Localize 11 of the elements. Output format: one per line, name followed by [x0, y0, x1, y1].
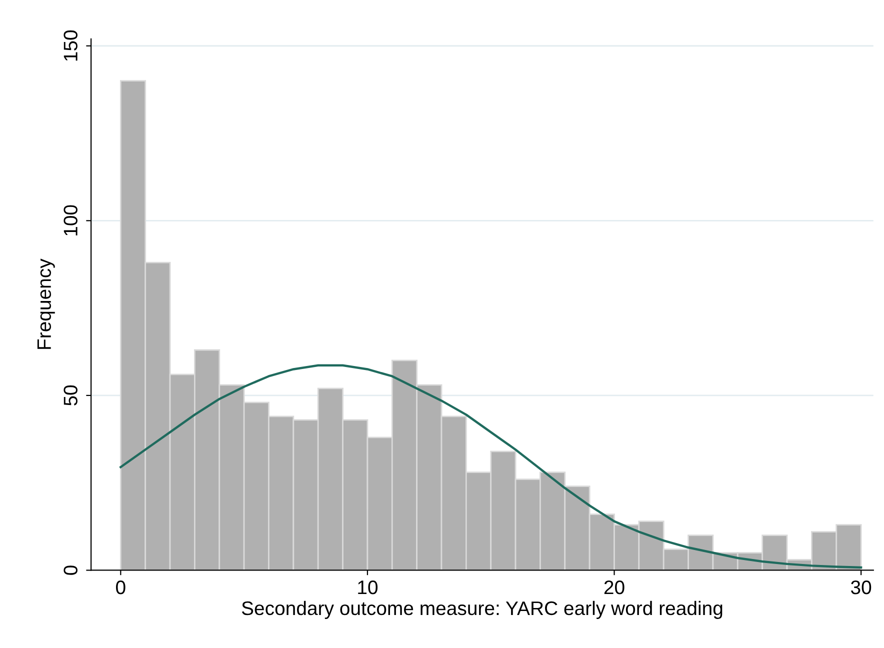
y-tick-label: 100	[64, 205, 78, 236]
x-tick-label: 30	[850, 580, 872, 594]
x-axis-title: Secondary outcome measure: YARC early word reading	[242, 600, 722, 619]
y-tick-label: 0	[64, 566, 78, 575]
line-series	[120, 364, 862, 569]
x-tick-label: 20	[604, 580, 624, 594]
x-tick-label: 0	[116, 580, 126, 594]
y-tick-label: 150	[64, 30, 78, 61]
y-axis-title: Frequency	[37, 258, 55, 349]
y-tick-label: 50	[64, 385, 78, 406]
x-tick-label: 10	[358, 580, 378, 594]
